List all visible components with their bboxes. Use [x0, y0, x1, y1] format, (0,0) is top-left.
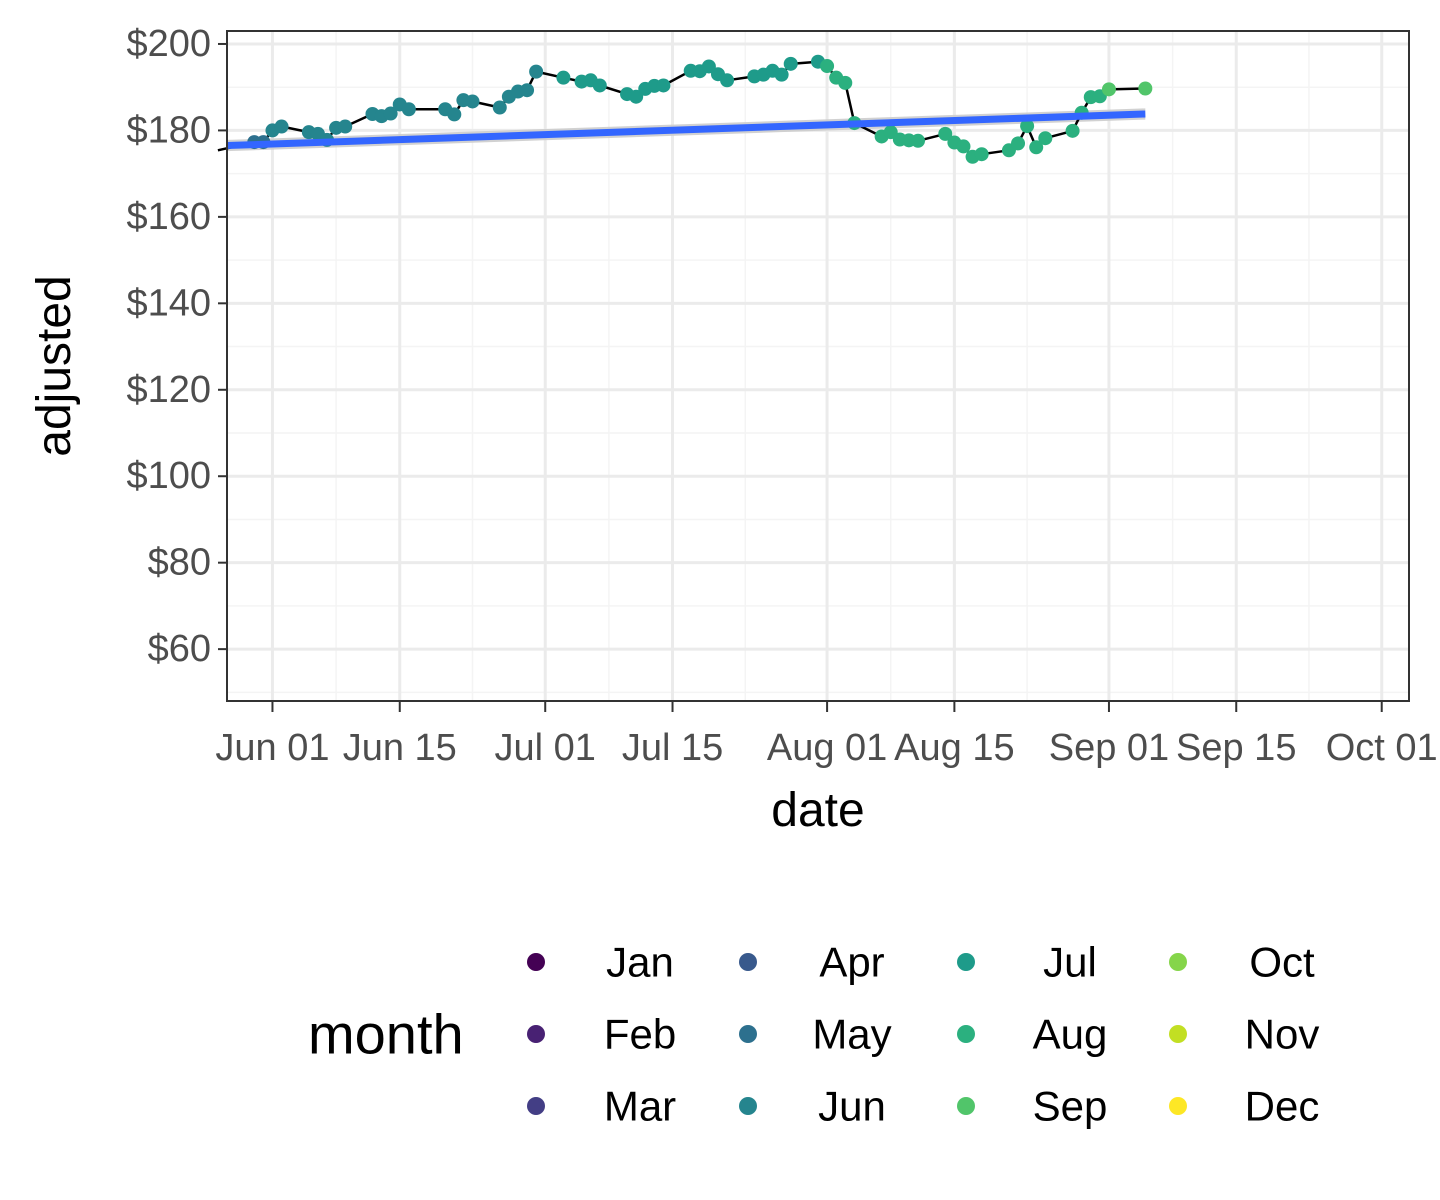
data-point	[529, 64, 544, 79]
legend-key-aug	[957, 1025, 975, 1043]
data-point	[1029, 140, 1044, 155]
data-point	[1138, 81, 1153, 96]
data-point	[1065, 123, 1080, 138]
legend-key-oct	[1169, 953, 1187, 971]
data-point	[1038, 131, 1053, 146]
legend-key-apr	[739, 953, 757, 971]
data-point	[974, 147, 989, 162]
data-point	[656, 78, 671, 93]
legend-label-jul: Jul	[1043, 939, 1097, 986]
y-tick-label: $80	[148, 542, 211, 584]
legend-key-may	[739, 1025, 757, 1043]
legend-key-mar	[527, 1097, 545, 1115]
trend-line-layer	[226, 110, 1146, 150]
data-point	[556, 70, 571, 85]
axes-layer: $60 $80 $100 $120 $140 $160 $180 $200 Jun 01 Jun …	[126, 23, 1437, 769]
legend-key-dec	[1169, 1097, 1187, 1115]
data-points-layer	[247, 54, 1153, 164]
legend-title: month	[308, 1003, 464, 1066]
data-point	[783, 56, 798, 71]
data-point	[1011, 136, 1026, 151]
y-tick-label: $120	[126, 369, 211, 411]
legend-label-sep: Sep	[1033, 1083, 1108, 1130]
legend: month Jan Feb Mar Apr May Jun Jul Aug Sep Oct Nov D…	[308, 939, 1319, 1130]
x-tick-label: Sep 01	[1049, 727, 1169, 769]
grid-layer	[227, 31, 1409, 701]
legend-label-apr: Apr	[819, 939, 884, 986]
data-point	[1101, 82, 1116, 97]
legend-label-jun: Jun	[818, 1083, 886, 1130]
data-point	[383, 106, 398, 121]
legend-label-jan: Jan	[606, 939, 674, 986]
legend-label-aug: Aug	[1033, 1011, 1108, 1058]
data-point	[338, 119, 353, 134]
data-point	[774, 67, 789, 82]
data-point	[520, 83, 535, 98]
data-point	[401, 102, 416, 117]
legend-key-feb	[527, 1025, 545, 1043]
y-tick-label: $100	[126, 455, 211, 497]
legend-key-nov	[1169, 1025, 1187, 1043]
x-tick-label: Jul 15	[622, 727, 723, 769]
data-point	[911, 133, 926, 148]
data-point	[838, 75, 853, 90]
data-point	[1020, 119, 1035, 134]
data-point	[447, 107, 462, 122]
legend-label-oct: Oct	[1249, 939, 1315, 986]
legend-entries: Jan Feb Mar Apr May Jun Jul Aug Sep Oct Nov Dec	[527, 939, 1319, 1130]
data-point	[592, 78, 607, 93]
data-point	[701, 59, 716, 74]
x-tick-label: Jun 01	[215, 727, 329, 769]
x-tick-label: Jun 15	[343, 727, 457, 769]
y-tick-label: $180	[126, 109, 211, 151]
data-point	[274, 119, 289, 134]
legend-key-jul	[957, 953, 975, 971]
legend-key-jan	[527, 953, 545, 971]
data-point	[720, 73, 735, 88]
y-tick-label: $60	[148, 628, 211, 670]
x-tick-label: Sep 15	[1176, 727, 1296, 769]
data-point	[492, 100, 507, 115]
y-tick-label: $140	[126, 282, 211, 324]
legend-key-jun	[739, 1097, 757, 1115]
y-tick-label: $160	[126, 196, 211, 238]
x-tick-label: Oct 01	[1326, 727, 1438, 769]
legend-key-sep	[957, 1097, 975, 1115]
legend-label-mar: Mar	[604, 1083, 676, 1130]
data-point	[820, 59, 835, 74]
x-tick-label: Aug 01	[767, 727, 887, 769]
data-point	[938, 126, 953, 141]
x-axis-title: date	[771, 784, 864, 837]
legend-label-dec: Dec	[1245, 1083, 1320, 1130]
data-point	[465, 94, 480, 109]
data-point	[629, 89, 644, 104]
y-axis-title: adjusted	[28, 275, 81, 456]
legend-label-feb: Feb	[604, 1011, 676, 1058]
x-tick-label: Jul 01	[495, 727, 596, 769]
data-point	[956, 139, 971, 154]
trend-line	[226, 110, 1146, 150]
legend-label-nov: Nov	[1245, 1011, 1320, 1058]
y-tick-label: $200	[126, 23, 211, 65]
panel-border	[226, 30, 1410, 702]
x-tick-label: Aug 15	[894, 727, 1014, 769]
legend-label-may: May	[812, 1011, 891, 1058]
